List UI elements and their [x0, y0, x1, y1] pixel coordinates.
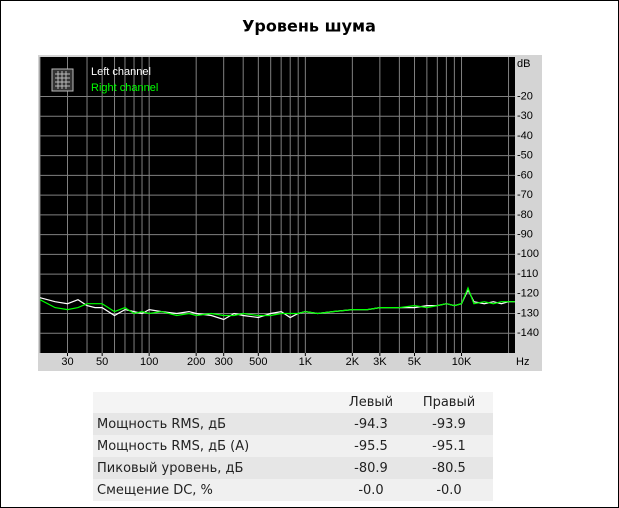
chart-title: Уровень шума	[242, 17, 376, 36]
cell-value: -95.5	[354, 439, 388, 454]
x-tick-label: 1K	[299, 356, 313, 368]
cell-value: -80.5	[432, 461, 466, 476]
x-tick-label: 30	[61, 356, 73, 368]
cell-value: -0.0	[436, 483, 462, 498]
y-tick-label: -120	[517, 288, 539, 300]
row-label: Пиковый уровень, дБ	[97, 461, 244, 476]
x-tick-label: 3K	[373, 356, 387, 368]
x-tick-label: 50	[96, 356, 108, 368]
plot-area	[40, 57, 515, 353]
table-row: Мощность RMS, дБ -94.3 -93.9	[93, 413, 493, 435]
cell-value: -0.0	[358, 483, 384, 498]
cell-value: -93.9	[432, 417, 466, 432]
series-line	[39, 286, 515, 317]
y-tick-label: -70	[517, 189, 533, 201]
x-tick-label: 200	[187, 356, 205, 368]
x-tick-label: 500	[249, 356, 267, 368]
legend-label: Left channel	[91, 66, 151, 78]
row-label: Мощность RMS, дБ (A)	[97, 439, 250, 454]
legend-icon	[51, 68, 74, 92]
y-tick-label: -30	[517, 110, 533, 122]
row-label: Смещение DC, %	[97, 483, 213, 498]
y-tick-label: -40	[517, 130, 533, 142]
column-header: Правый	[422, 395, 476, 410]
y-tick-label: -140	[517, 327, 539, 339]
table-row: Пиковый уровень, дБ -80.9 -80.5	[93, 457, 493, 479]
x-unit: Hz	[516, 356, 529, 368]
y-tick-label: -90	[517, 229, 533, 241]
x-tick-label: 2K	[346, 356, 360, 368]
row-label: Мощность RMS, дБ	[97, 417, 227, 432]
y-tick-label: -130	[517, 307, 539, 319]
legend-label: Right channel	[91, 82, 158, 94]
table-row: Мощность RMS, дБ (A) -95.5 -95.1	[93, 435, 493, 457]
x-tick-label: 300	[215, 356, 233, 368]
x-tick-label: 100	[140, 356, 158, 368]
y-tick-label: -50	[517, 150, 533, 162]
y-tick-label: -110	[517, 268, 538, 280]
cell-value: -94.3	[354, 417, 388, 432]
stats-table: Левый Правый Мощность RMS, дБ -94.3 -93.9 Мощ…	[93, 392, 493, 501]
x-tick-label: 10K	[452, 356, 472, 368]
cell-value: -80.9	[354, 461, 388, 476]
table-row: Смещение DC, % -0.0 -0.0	[93, 479, 493, 501]
y-unit: dB	[517, 58, 530, 70]
column-header: Левый	[348, 395, 394, 410]
y-tick-label: -80	[517, 209, 533, 221]
table-header: Левый Правый	[93, 392, 493, 413]
y-tick-label: -100	[517, 248, 539, 260]
y-tick-label: -20	[517, 90, 533, 102]
cell-value: -95.1	[432, 439, 466, 454]
y-tick-label: -60	[517, 169, 533, 181]
x-tick-label: 5K	[408, 356, 422, 368]
legend-icon-grid	[55, 71, 70, 89]
